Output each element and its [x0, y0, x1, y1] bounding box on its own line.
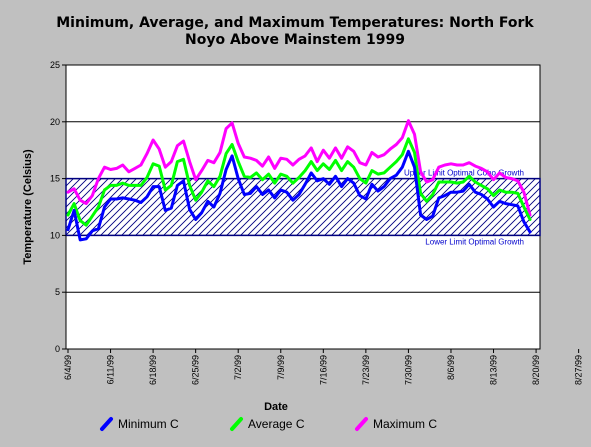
x-axis-ticks: 6/4/99 6/11/99 6/18/99 6/25/99 7/2/99 7/9/99 7… — [63, 349, 584, 385]
y-axis-ticks: 0 5 10 15 20 25 — [50, 60, 66, 354]
x-tick-label: 8/27/99 — [574, 355, 584, 385]
y-tick-label: 20 — [50, 117, 60, 127]
x-tick-label: 8/20/99 — [531, 355, 541, 385]
x-tick-label: 6/4/99 — [63, 355, 73, 380]
x-tick-label: 6/25/99 — [191, 355, 201, 385]
legend-label: Minimum C — [118, 417, 179, 431]
y-tick-label: 10 — [50, 230, 60, 240]
y-axis-title: Temperature (Celsius) — [22, 149, 34, 265]
series-line-maximum — [66, 119, 532, 217]
y-tick-label: 5 — [55, 287, 60, 297]
upper-limit-label: Upper Limit Optimal Coho Growth — [404, 169, 524, 178]
chart-subtitle: Noyo Above Mainstem 1999 — [185, 32, 405, 48]
x-tick-label: 7/9/99 — [276, 355, 286, 380]
legend: Minimum C Average C Maximum C — [100, 417, 437, 431]
legend-swatch — [355, 417, 368, 431]
y-tick-label: 15 — [50, 174, 60, 184]
x-tick-label: 6/18/99 — [148, 355, 158, 385]
y-tick-label: 0 — [55, 344, 60, 354]
legend-swatch — [100, 417, 113, 431]
lower-limit-label: Lower Limit Optimal Growth — [425, 237, 524, 246]
y-tick-label: 25 — [50, 60, 60, 70]
legend-label: Average C — [248, 417, 305, 431]
x-tick-label: 6/11/99 — [106, 355, 116, 384]
legend-label: Maximum C — [373, 417, 437, 431]
series-line-average — [66, 137, 532, 227]
x-axis-title: Date — [264, 401, 288, 413]
x-tick-label: 8/6/99 — [446, 355, 456, 380]
series-lines — [66, 119, 532, 242]
series-line-minimum — [66, 149, 532, 242]
x-tick-label: 8/13/99 — [489, 355, 499, 385]
chart-title: Minimum, Average, and Maximum Temperatur… — [56, 15, 534, 31]
x-tick-label: 7/16/99 — [318, 355, 328, 385]
x-tick-label: 7/23/99 — [361, 355, 371, 385]
x-tick-label: 7/30/99 — [403, 355, 413, 385]
legend-swatch — [230, 417, 243, 431]
x-tick-label: 7/2/99 — [233, 355, 243, 380]
